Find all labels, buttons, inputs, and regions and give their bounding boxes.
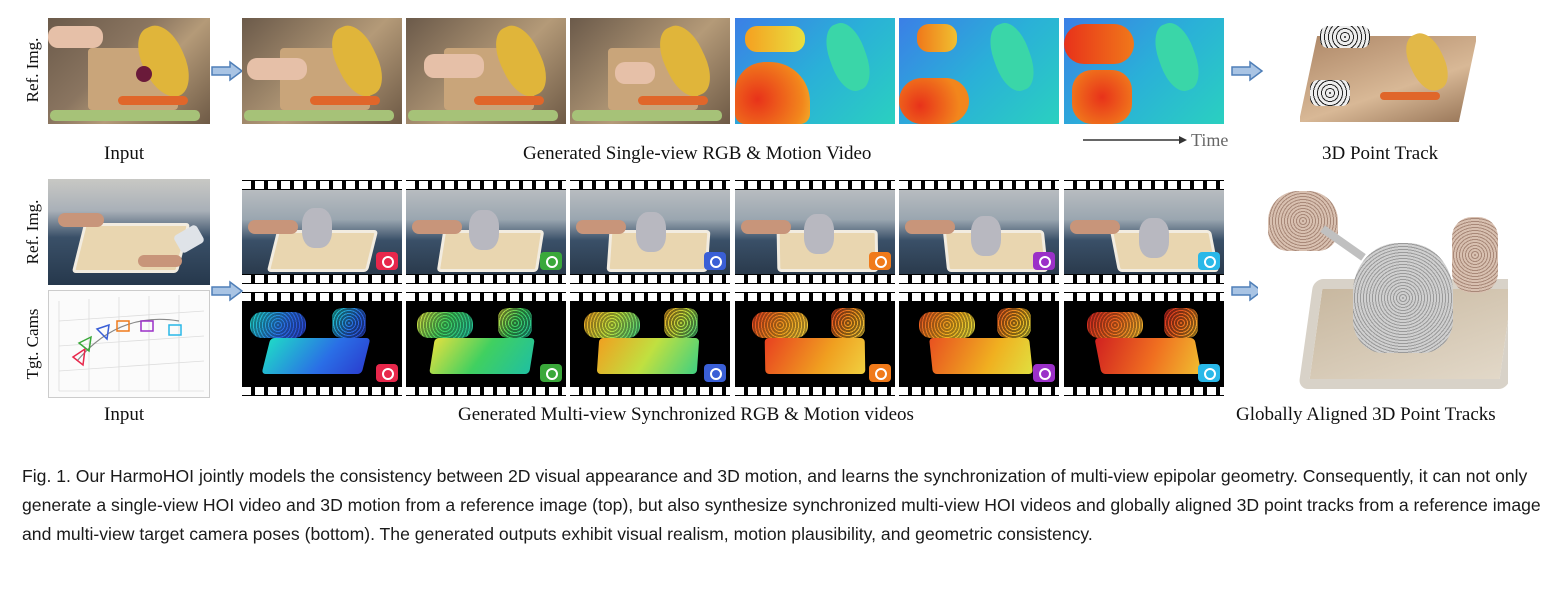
- top-rgb-frame-3: [570, 18, 730, 124]
- top-input-label: Input: [104, 143, 145, 164]
- camera-icon: [869, 252, 891, 270]
- arrow-right-icon: [211, 60, 244, 82]
- arrow-right-icon: [1231, 60, 1264, 82]
- camera-icon: [1198, 364, 1220, 382]
- top-rgb-frame-1: [242, 18, 402, 124]
- figure-caption: Fig. 1. Our HarmoHOI jointly models the …: [22, 462, 1550, 549]
- bottom-cams-row-label: Tgt. Cams: [23, 308, 42, 380]
- bottom-input-label: Input: [104, 404, 145, 425]
- multiview-motion-frame-2: [406, 292, 566, 396]
- camera-icon: [1033, 364, 1055, 382]
- bottom-generated-label: Generated Multi-view Synchronized RGB & …: [458, 404, 914, 425]
- camera-icon: [376, 252, 398, 270]
- bottom-track-label: Globally Aligned 3D Point Tracks: [1236, 404, 1496, 425]
- multiview-motion-frame-3: [570, 292, 730, 396]
- onion: [136, 66, 152, 82]
- top-input-image: [48, 18, 210, 124]
- top-row-label: Ref. Img.: [23, 37, 42, 103]
- carrot: [118, 96, 188, 105]
- bottom-input-ref-image: [48, 179, 210, 285]
- camera-icon: [704, 252, 726, 270]
- camera-icon: [869, 364, 891, 382]
- multiview-rgb-frame-1: [242, 180, 402, 284]
- top-3d-point-track: [1300, 18, 1476, 124]
- top-generated-label: Generated Single-view RGB & Motion Video: [523, 143, 872, 164]
- top-motion-frame-1: [735, 18, 895, 124]
- arrow-right-icon: [211, 280, 244, 302]
- bottom-ref-row-label: Ref. Img.: [23, 199, 42, 265]
- camera-icon: [1033, 252, 1055, 270]
- arrow-right-icon: [1231, 280, 1264, 302]
- multiview-motion-frame-6: [1064, 292, 1224, 396]
- time-arrow-icon: [1083, 136, 1187, 144]
- multiview-rgb-frame-5: [899, 180, 1059, 284]
- multiview-rgb-frame-6: [1064, 180, 1224, 284]
- camera-icon: [1198, 252, 1220, 270]
- camera-icon: [540, 252, 562, 270]
- multiview-rgb-frame-4: [735, 180, 895, 284]
- time-label: Time: [1191, 130, 1229, 150]
- top-rgb-frame-2: [406, 18, 566, 124]
- camera-icon: [376, 364, 398, 382]
- multiview-motion-frame-1: [242, 292, 402, 396]
- camera-icon: [704, 364, 726, 382]
- top-track-label: 3D Point Track: [1322, 143, 1439, 164]
- caption-text: Fig. 1. Our HarmoHOI jointly models the …: [22, 466, 1541, 544]
- multiview-rgb-frame-2: [406, 180, 566, 284]
- bottom-input-target-cams: [48, 290, 210, 398]
- multiview-rgb-frame-3: [570, 180, 730, 284]
- camera-icon: [540, 364, 562, 382]
- hand: [48, 26, 103, 48]
- top-motion-frame-2: [899, 18, 1059, 124]
- bottom-3d-point-tracks: [1258, 183, 1508, 395]
- leek: [50, 110, 200, 121]
- multiview-motion-frame-5: [899, 292, 1059, 396]
- top-motion-frame-3: [1064, 18, 1224, 124]
- multiview-motion-frame-4: [735, 292, 895, 396]
